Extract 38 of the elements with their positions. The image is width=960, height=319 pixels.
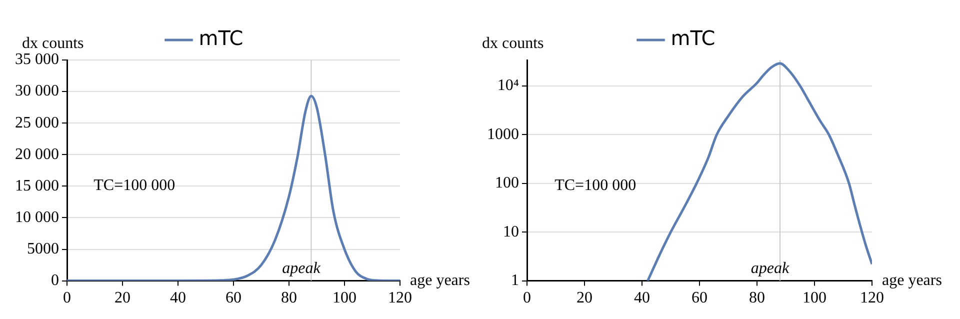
legend-label: mTC bbox=[670, 26, 716, 50]
ref-line-label: apeak bbox=[282, 260, 322, 278]
y-tick-label: 0 bbox=[51, 272, 59, 290]
y-tick-label: 10 bbox=[503, 223, 519, 240]
y-axis-title: dx counts bbox=[482, 35, 544, 52]
x-tick-label: 20 bbox=[114, 290, 130, 307]
legend-label: mTC bbox=[198, 26, 244, 50]
y-tick-label: 30 000 bbox=[15, 82, 59, 100]
annotation: TC=100 000 bbox=[94, 177, 176, 194]
x-tick-label: 60 bbox=[692, 290, 708, 307]
y-tick-label: 15 000 bbox=[15, 177, 59, 194]
x-tick-label: 40 bbox=[634, 290, 650, 307]
x-tick-label: 120 bbox=[860, 290, 884, 307]
y-tick-label: 100 bbox=[495, 174, 519, 192]
x-axis-title: age years bbox=[410, 272, 470, 290]
y-tick-label: 35 000 bbox=[15, 51, 59, 68]
x-tick-label: 20 bbox=[576, 290, 592, 307]
x-axis-title: age years bbox=[882, 272, 942, 290]
y-tick-label: 20 000 bbox=[15, 146, 59, 163]
y-tick-label: 1000 bbox=[487, 126, 519, 143]
x-tick-label: 40 bbox=[170, 290, 186, 307]
annotation: TC=100 000 bbox=[554, 177, 636, 194]
y-tick-label: 10 000 bbox=[15, 208, 59, 226]
y-tick-label: 5000 bbox=[27, 240, 59, 258]
x-tick-label: 80 bbox=[281, 290, 297, 307]
x-tick-label: 100 bbox=[802, 290, 826, 307]
x-tick-label: 0 bbox=[63, 290, 71, 307]
x-tick-label: 80 bbox=[749, 290, 765, 307]
x-tick-label: 60 bbox=[226, 290, 242, 307]
x-tick-label: 0 bbox=[523, 290, 531, 307]
y-axis-title: dx counts bbox=[22, 35, 84, 52]
x-tick-label: 100 bbox=[332, 290, 356, 307]
y-tick-label: 1 bbox=[511, 272, 519, 290]
y-tick-label: 10⁴ bbox=[497, 77, 520, 94]
line-series bbox=[646, 62, 872, 281]
ref-line-label: apeak bbox=[750, 260, 790, 278]
y-tick-label: 25 000 bbox=[15, 114, 59, 132]
x-tick-label: 120 bbox=[388, 290, 412, 307]
